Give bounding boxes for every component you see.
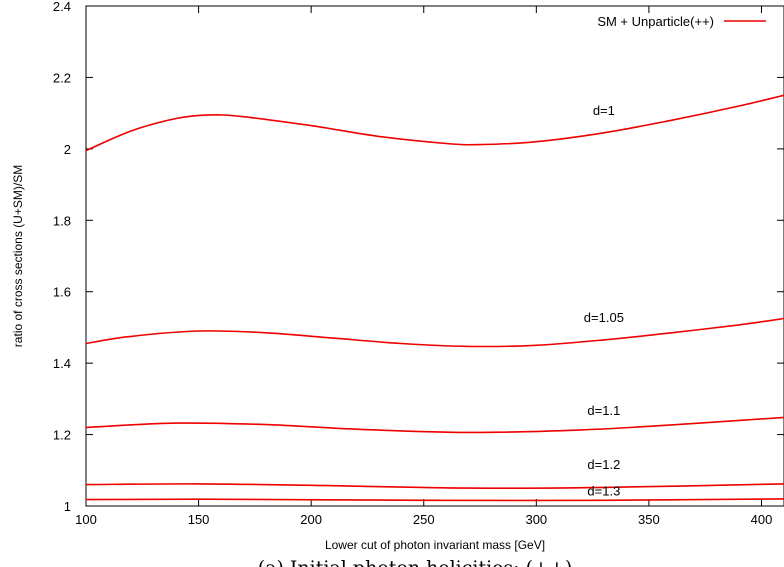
y-tick-label: 2.4 [53,0,71,14]
series-label-d=1.05: d=1.05 [584,310,624,325]
series-line-d=1.1 [85,416,784,434]
curves [85,94,784,502]
curve-labels: d=1 d=1.05 d=1.1 d=1.2 d=1.3 [584,103,624,498]
figure-caption: (a) Initial photon helicities: (++) [258,557,573,567]
series-label-d=1.3: d=1.3 [587,483,620,498]
x-tick-label: 400 [751,512,773,527]
x-tick-label: 250 [413,512,435,527]
ticks: 100 150 200 250 300 350 400 1 1.2 1.4 1.6 1.8 2 2.2 2.… [53,0,784,527]
x-tick-label: 150 [188,512,210,527]
legend-label: SM + Unparticle(++) [597,14,714,29]
series-line-d=1.3 [85,498,784,502]
series-line-d=1.05 [85,317,784,348]
y-tick-label: 2.2 [53,70,71,85]
series-line-d=1 [85,94,784,152]
y-tick-label: 2 [64,142,71,157]
series-label-d=1: d=1 [593,103,615,118]
x-tick-label: 100 [75,512,97,527]
series-label-d=1.2: d=1.2 [587,457,620,472]
y-tick-label: 1.2 [53,428,71,443]
series-label-d=1.1: d=1.1 [587,403,620,418]
y-tick-label: 1.4 [53,356,71,371]
y-axis-label: ratio of cross sections (U+SM)/SM [11,165,25,347]
x-axis-label: Lower cut of photon invariant mass [GeV] [325,538,545,552]
x-tick-label: 200 [300,512,322,527]
y-tick-label: 1.8 [53,213,71,228]
legend: SM + Unparticle(++) [597,14,766,29]
x-tick-label: 350 [638,512,660,527]
series-line-d=1.2 [85,483,784,490]
y-tick-label: 1 [64,499,71,514]
plot-frame [85,5,784,507]
y-tick-label: 1.6 [53,285,71,300]
x-tick-label: 300 [525,512,547,527]
